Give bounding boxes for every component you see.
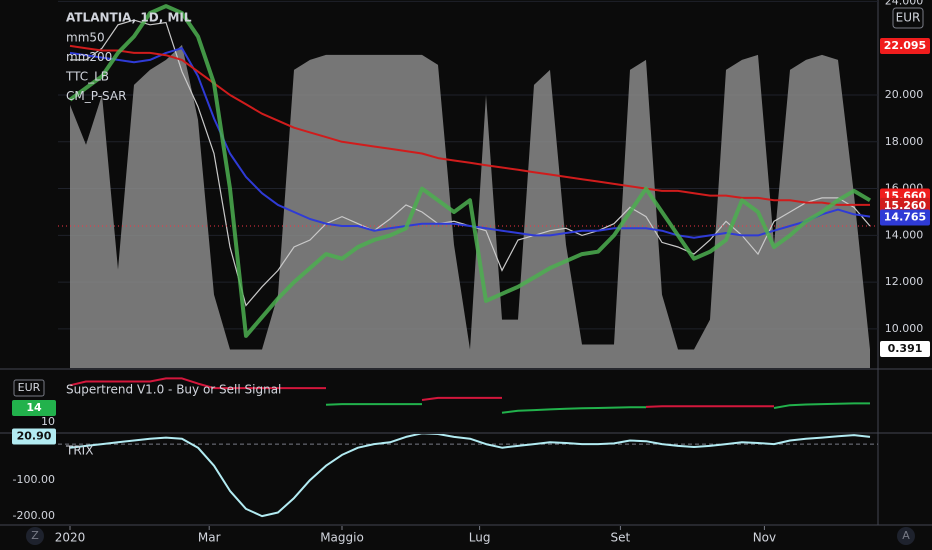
series-line <box>68 4 872 338</box>
panel <box>58 0 878 368</box>
x-tick-label: Nov <box>753 531 776 545</box>
legend-entry: TTC_LB <box>65 70 109 84</box>
x-tick-label: Lug <box>469 531 491 545</box>
value-badge-label: 20.90 <box>17 430 52 443</box>
legend-entry: mm200 <box>66 50 112 64</box>
y-tick-label: 10 <box>41 415 55 428</box>
series-line <box>69 47 871 239</box>
auto-label[interactable]: A <box>902 529 910 542</box>
y-tick-label: -100.00 <box>13 473 55 486</box>
currency[interactable]: EUR <box>896 11 921 25</box>
x-tick-label: Maggio <box>320 531 364 545</box>
series-line <box>325 402 870 414</box>
y-tick-label: 10.000 <box>885 322 924 335</box>
value-badge <box>12 399 56 416</box>
x-tick-label: Mar <box>198 531 221 545</box>
x-tick-label: 2020 <box>55 531 86 545</box>
value-badge-label: 15.260 <box>884 199 927 212</box>
value-badge <box>880 341 930 358</box>
legend-entry: mm50 <box>66 31 105 45</box>
panel-title: TRIX <box>65 444 93 458</box>
y-tick-label: 14.000 <box>885 228 924 241</box>
value-badge-label: 14.765 <box>884 210 926 223</box>
y-tick-label: 20.000 <box>885 88 924 101</box>
panel <box>58 434 878 518</box>
x-tick-label: Set <box>611 531 631 545</box>
series-line <box>69 434 871 518</box>
y-tick-label: -200.00 <box>13 509 55 522</box>
area <box>70 44 870 368</box>
value-badge <box>880 37 930 54</box>
series-line <box>69 44 870 206</box>
value-badge-label: 22.095 <box>884 39 926 52</box>
value-badge-label: 14 <box>26 401 42 414</box>
value-badge <box>12 428 56 445</box>
zoom-label[interactable]: Z <box>31 529 39 542</box>
currency-box[interactable] <box>892 7 924 29</box>
auto-button[interactable] <box>897 527 915 545</box>
legend-entry: CM_P-SAR <box>66 89 126 103</box>
y-tick-label: 12.000 <box>885 275 924 288</box>
panel-title: Supertrend V1.0 - Buy or Sell Signal <box>66 383 281 397</box>
y-tick-label: 24.000 <box>885 0 924 7</box>
zoom-button[interactable] <box>26 527 44 545</box>
currency-box[interactable] <box>13 379 45 397</box>
chart-title: ATLANTIA, 1D, MIL <box>66 11 192 25</box>
plot-layers: 10.00012.00014.00016.00018.00020.00024.0… <box>12 0 930 545</box>
y-tick-label: 18.000 <box>885 135 924 148</box>
value-badge-label: 0.391 <box>888 342 923 355</box>
panel <box>69 377 870 414</box>
series-line <box>69 377 774 408</box>
currency[interactable]: EUR <box>18 381 41 394</box>
value-badge <box>880 209 930 226</box>
